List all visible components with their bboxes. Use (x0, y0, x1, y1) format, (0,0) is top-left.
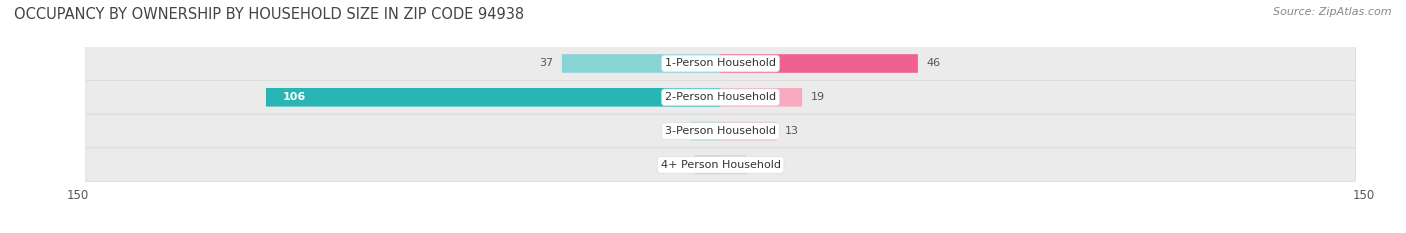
FancyBboxPatch shape (562, 54, 721, 73)
Legend: Owner-occupied, Renter-occupied: Owner-occupied, Renter-occupied (602, 231, 839, 233)
FancyBboxPatch shape (86, 47, 1355, 80)
FancyBboxPatch shape (86, 114, 1355, 148)
Text: 37: 37 (540, 58, 554, 69)
Text: 1-Person Household: 1-Person Household (665, 58, 776, 69)
Text: OCCUPANCY BY OWNERSHIP BY HOUSEHOLD SIZE IN ZIP CODE 94938: OCCUPANCY BY OWNERSHIP BY HOUSEHOLD SIZE… (14, 7, 524, 22)
Text: 106: 106 (283, 92, 307, 102)
FancyBboxPatch shape (86, 148, 1355, 182)
FancyBboxPatch shape (266, 88, 721, 106)
FancyBboxPatch shape (720, 88, 801, 106)
FancyBboxPatch shape (690, 122, 721, 140)
Text: Source: ZipAtlas.com: Source: ZipAtlas.com (1274, 7, 1392, 17)
FancyBboxPatch shape (720, 122, 776, 140)
FancyBboxPatch shape (720, 156, 747, 174)
Text: 3-Person Household: 3-Person Household (665, 126, 776, 136)
Text: 0: 0 (755, 160, 762, 170)
Text: 0: 0 (704, 160, 711, 170)
Text: 19: 19 (811, 92, 825, 102)
Text: 2-Person Household: 2-Person Household (665, 92, 776, 102)
Text: 4+ Person Household: 4+ Person Household (661, 160, 780, 170)
FancyBboxPatch shape (720, 54, 918, 73)
Text: 46: 46 (927, 58, 941, 69)
Text: 7: 7 (675, 126, 682, 136)
FancyBboxPatch shape (86, 80, 1355, 114)
FancyBboxPatch shape (695, 156, 721, 174)
Text: 13: 13 (785, 126, 799, 136)
